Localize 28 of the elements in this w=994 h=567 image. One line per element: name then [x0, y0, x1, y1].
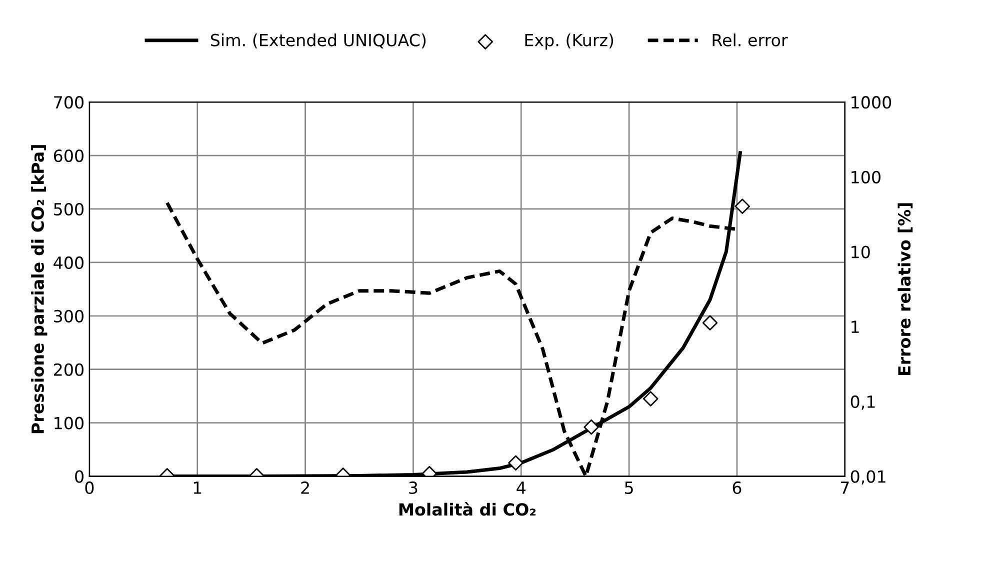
x-tick-label: 0 — [85, 481, 94, 494]
y2-tick-label: 100 — [852, 170, 880, 184]
y2-tick-label: 10 — [852, 246, 870, 258]
y2-tick-label: 1 — [852, 320, 859, 333]
x-axis-title: Molalità di CO₂ — [399, 502, 536, 516]
legend-label: Sim. (Extended UNIQUAC) — [210, 34, 426, 48]
x-tick-label: 5 — [625, 482, 633, 494]
y-tick-label: 700 — [54, 96, 84, 109]
x-tick-label: 1 — [194, 482, 202, 494]
x-tick-label: 6 — [732, 481, 742, 494]
y-axis-title: Pressione parziale di CO₂ [kPa] — [31, 145, 48, 434]
y-tick-label: 100 — [54, 416, 84, 430]
y-tick-label: 200 — [54, 363, 84, 376]
y-tick-label: 400 — [54, 256, 84, 270]
y-tick-label: 300 — [54, 310, 84, 322]
x-tick-label: 7 — [840, 482, 849, 494]
x-tick-label: 4 — [516, 482, 526, 494]
x-tick-label: 3 — [409, 481, 418, 494]
y-tick-label: 0 — [75, 470, 84, 483]
y2-tick-label: 0,01 — [850, 470, 886, 485]
y2-tick-label: 0,1 — [850, 395, 875, 410]
y-tick-label: 500 — [54, 202, 84, 216]
legend-label: Rel. error — [712, 34, 788, 46]
y-tick-label: 600 — [54, 149, 84, 162]
x-tick-label: 2 — [301, 481, 309, 494]
y2-axis-title: Errore relativo [%] — [898, 203, 913, 376]
legend-label: Exp. (Kurz) — [525, 34, 614, 50]
y2-tick-label: 1000 — [852, 96, 892, 109]
